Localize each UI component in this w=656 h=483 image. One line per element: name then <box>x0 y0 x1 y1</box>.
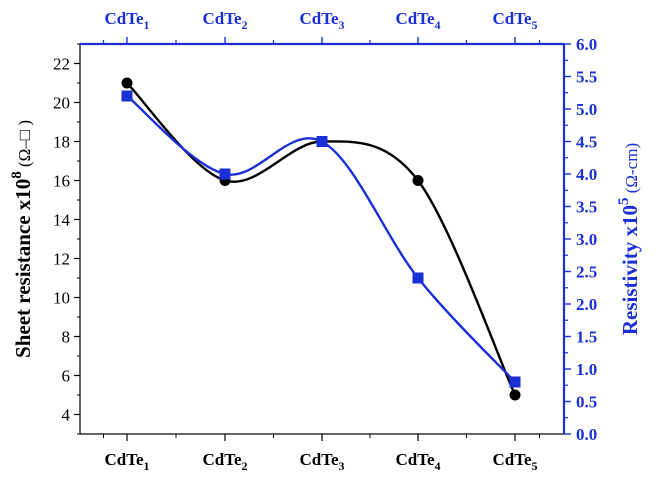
x-bottom-label: CdTe2 <box>202 450 247 473</box>
y-left-tick-label: 8 <box>62 328 71 347</box>
x-top-label-sub: 5 <box>532 18 538 32</box>
x-top-label-base: CdTe <box>492 9 532 28</box>
series-line-0 <box>126 82 517 396</box>
series-0-point <box>121 77 133 89</box>
series-0-point <box>412 175 424 186</box>
x-top-label-sub: 1 <box>144 18 150 32</box>
x-top-label: CdTe5 <box>492 9 537 32</box>
x-bottom-label: CdTe5 <box>492 450 537 473</box>
series-1-point <box>509 376 521 388</box>
series-1-point <box>412 272 424 284</box>
y-right-tick-label: 3.5 <box>576 198 597 217</box>
y-left-tick-label: 22 <box>53 55 70 74</box>
x-top-label-sub: 2 <box>242 18 248 32</box>
y-left-tick-label: 16 <box>53 172 70 191</box>
x-bottom-label-sub: 4 <box>435 459 441 473</box>
y-right-title-main: Resistivity x10 <box>618 205 642 335</box>
x-top-label-base: CdTe <box>202 9 242 28</box>
y-right-tick-label: 2.0 <box>576 295 597 314</box>
x-bottom-label: CdTe4 <box>395 450 440 473</box>
y-right-tick-label: 1.0 <box>576 360 597 379</box>
x-bottom-label-base: CdTe <box>202 450 242 469</box>
x-bottom-label: CdTe1 <box>104 450 149 473</box>
x-bottom-label: CdTe3 <box>299 450 344 473</box>
x-bottom-label-base: CdTe <box>299 450 339 469</box>
y-left-tick-label: 10 <box>53 289 70 308</box>
x-bottom-label-sub: 3 <box>339 459 345 473</box>
x-top-label: CdTe1 <box>104 9 149 32</box>
label-layer: 468101214161820220.00.51.01.52.02.53.03.… <box>9 9 642 473</box>
y-left-tick-label: 20 <box>53 94 70 113</box>
y-right-tick-label: 2.5 <box>576 263 597 282</box>
y-left-title-sup: 8 <box>9 171 25 179</box>
series-1-point <box>219 168 231 180</box>
x-bottom-label-base: CdTe <box>492 450 532 469</box>
y-right-tick-label: 6.0 <box>576 35 597 54</box>
y-right-axis-title: Resistivity x105 (Ω-cm) <box>616 143 642 335</box>
x-bottom-label-sub: 1 <box>144 459 150 473</box>
ticks <box>74 37 571 441</box>
x-bottom-label-sub: 5 <box>532 459 538 473</box>
series-0-point <box>509 389 521 401</box>
y-left-tick-label: 12 <box>53 250 70 269</box>
y-right-tick-label: 4.5 <box>576 133 597 152</box>
y-right-tick-label: 4.0 <box>576 165 597 184</box>
y-left-tick-label: 14 <box>53 211 71 230</box>
x-bottom-label-sub: 2 <box>242 459 248 473</box>
y-left-title-unit: (Ω–□ ) <box>15 120 34 171</box>
series-1-point <box>121 90 133 102</box>
x-top-label-base: CdTe <box>395 9 435 28</box>
x-bottom-label-base: CdTe <box>104 450 144 469</box>
x-top-label: CdTe3 <box>299 9 344 32</box>
series-layer <box>121 77 521 401</box>
x-top-label-base: CdTe <box>104 9 144 28</box>
y-right-tick-label: 5.5 <box>576 68 597 87</box>
y-left-tick-label: 4 <box>62 406 71 425</box>
x-top-label-sub: 4 <box>435 18 441 32</box>
y-right-title-unit: (Ω-cm) <box>622 143 641 198</box>
y-left-tick-label: 6 <box>62 367 71 386</box>
x-top-label: CdTe4 <box>395 9 440 32</box>
y-right-title-sup: 5 <box>616 198 632 206</box>
y-left-tick-label: 18 <box>53 133 70 152</box>
y-right-tick-label: 0.5 <box>576 393 597 412</box>
series-1-point <box>316 136 328 147</box>
y-right-tick-label: 5.0 <box>576 100 597 119</box>
y-left-axis-title: Sheet resistance x108 (Ω–□ ) <box>9 120 35 358</box>
x-top-label-sub: 3 <box>339 18 345 32</box>
plot-frame <box>79 43 565 435</box>
x-top-label: CdTe2 <box>202 9 247 32</box>
y-left-title-main: Sheet resistance x10 <box>11 179 35 358</box>
y-right-tick-label: 3.0 <box>576 230 597 249</box>
x-top-label-base: CdTe <box>299 9 339 28</box>
y-right-tick-label: 1.5 <box>576 328 597 347</box>
y-right-tick-label: 0.0 <box>576 425 597 444</box>
x-bottom-label-base: CdTe <box>395 450 435 469</box>
